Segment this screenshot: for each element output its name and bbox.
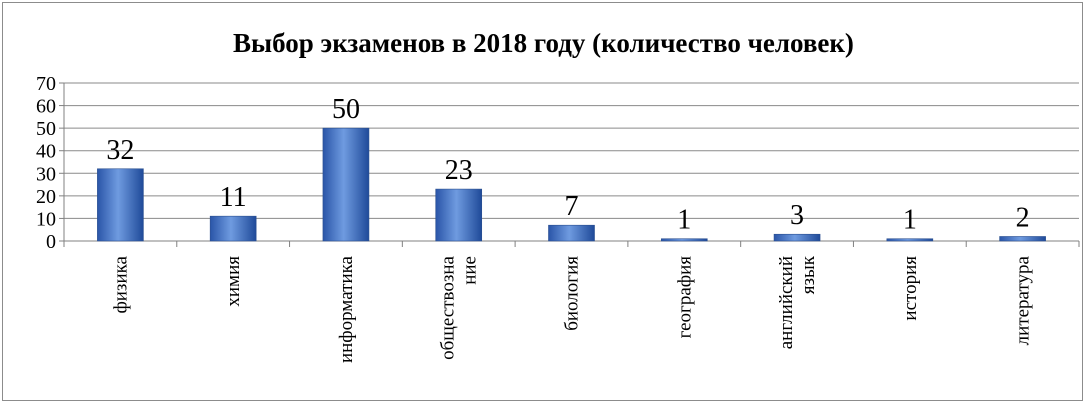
bar xyxy=(999,236,1046,242)
bar xyxy=(660,238,708,242)
x-tick-label-line: химия xyxy=(223,256,244,307)
data-label: 23 xyxy=(445,155,473,186)
data-label: 11 xyxy=(220,182,247,213)
bar xyxy=(209,215,257,242)
y-tick-label: 10 xyxy=(36,208,56,230)
bar xyxy=(322,127,370,242)
data-label: 1 xyxy=(677,205,691,236)
x-tick-label: английский язык xyxy=(776,255,819,349)
bar xyxy=(886,238,934,242)
bar xyxy=(97,168,144,242)
bar xyxy=(548,224,595,242)
y-tick-label: 30 xyxy=(36,163,56,185)
x-tick-label: обществозна ние xyxy=(438,255,481,359)
data-label: 2 xyxy=(1016,202,1030,233)
x-tick-label: история xyxy=(900,256,921,321)
x-tick-label-line: ние xyxy=(460,256,481,285)
x-tick-label-line: биология xyxy=(562,256,583,331)
x-tick-label-line: язык xyxy=(798,255,819,294)
x-tick-label-line: литература xyxy=(1013,255,1034,345)
x-tick-label: география xyxy=(674,256,695,339)
x-tick-label-line: история xyxy=(900,256,921,321)
x-tick-label-line: физика xyxy=(110,255,131,313)
y-tick-label: 40 xyxy=(36,141,56,163)
x-tick-label-line: английский xyxy=(776,256,797,349)
y-tick-label: 70 xyxy=(36,73,56,95)
y-tick-label: 20 xyxy=(36,186,56,208)
x-tick-label: биология xyxy=(562,256,583,331)
chart-title: Выбор экзаменов в 2018 году (количество … xyxy=(233,28,854,58)
data-label: 7 xyxy=(565,191,579,222)
data-label: 1 xyxy=(903,205,917,236)
data-label: 3 xyxy=(790,200,804,231)
x-tick-label: физика xyxy=(110,255,131,313)
data-label: 32 xyxy=(106,135,134,166)
x-tick-label: литература xyxy=(1013,255,1034,345)
chart-frame xyxy=(2,2,1083,401)
x-tick-label: химия xyxy=(223,256,244,307)
x-tick-label: информатика xyxy=(336,255,357,363)
x-tick-label-line: обществозна xyxy=(438,255,459,359)
x-tick-label-line: география xyxy=(674,256,695,339)
x-tick-label-line: информатика xyxy=(336,255,357,363)
data-label: 50 xyxy=(332,94,360,125)
bar xyxy=(435,188,483,242)
bar xyxy=(773,233,821,242)
y-tick-label: 50 xyxy=(36,118,56,140)
y-tick-label: 0 xyxy=(46,231,56,253)
y-tick-label: 60 xyxy=(36,96,56,118)
